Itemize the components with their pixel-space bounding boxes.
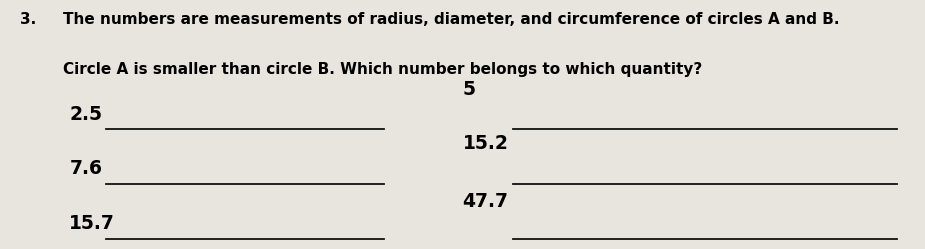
Text: 2.5: 2.5 [69, 105, 103, 124]
Text: 7.6: 7.6 [69, 159, 103, 178]
Text: 47.7: 47.7 [462, 192, 509, 211]
Text: Circle A is smaller than circle B. Which number belongs to which quantity?: Circle A is smaller than circle B. Which… [63, 62, 702, 77]
Text: 15.2: 15.2 [462, 134, 509, 153]
Text: The numbers are measurements of radius, diameter, and circumference of circles A: The numbers are measurements of radius, … [63, 12, 839, 27]
Text: 15.7: 15.7 [69, 214, 116, 233]
Text: 3.: 3. [20, 12, 37, 27]
Text: 5: 5 [462, 80, 475, 99]
